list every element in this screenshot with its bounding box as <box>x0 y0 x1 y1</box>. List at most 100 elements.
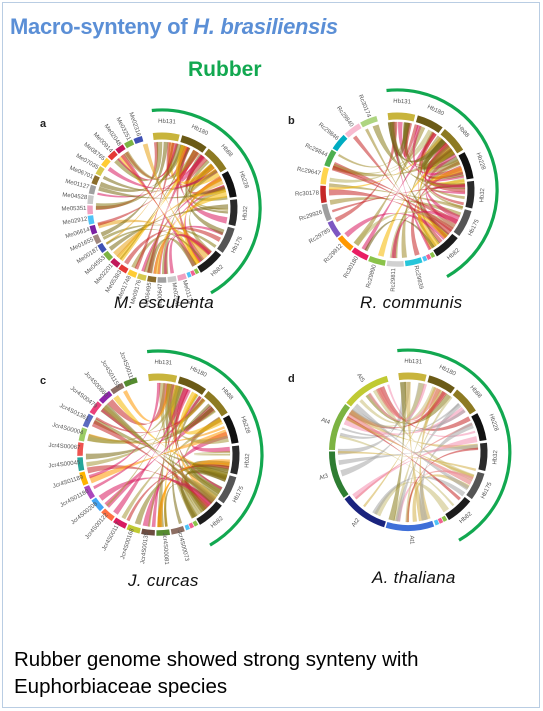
synteny-ribbon <box>419 388 442 520</box>
species-chromosome-segment <box>147 275 157 283</box>
species-chromosome-label: Me06495 <box>144 281 154 307</box>
synteny-ribbon <box>147 238 197 274</box>
hb-chromosome-segment <box>453 209 472 236</box>
species-chromosome-label: Jcr4S00208 <box>70 501 99 526</box>
synteny-ribbon <box>179 149 206 182</box>
species-chromosome-label: Jcr4S00168 <box>120 527 136 560</box>
synteny-ribbons <box>95 141 229 275</box>
species-chromosome-segment <box>123 377 138 388</box>
species-chromosome-segment <box>89 401 102 416</box>
species-chromosome-segment <box>91 175 100 186</box>
species-chromosome-segment <box>124 139 135 149</box>
synteny-ribbon <box>353 211 456 247</box>
synteny-ribbon <box>423 145 453 170</box>
species-chromosome-segment <box>91 497 105 512</box>
panel-b-letter: b <box>288 115 295 127</box>
species-chromosome-label: Rc29890 <box>366 263 378 288</box>
synteny-ribbon <box>340 382 425 477</box>
hb-chromosome-label: Hb32 <box>479 187 486 202</box>
species-chromosome-segment <box>88 184 97 195</box>
hb-chromosome-label: Hb175 <box>480 481 493 500</box>
hb-chromosome-label: Hb228 <box>239 416 251 435</box>
hb-chromosome-segment <box>217 226 235 253</box>
species-chromosome-segment <box>87 194 94 205</box>
species-chromosome-segment <box>425 253 432 260</box>
hb-chromosome-label: Hb175 <box>231 235 244 254</box>
species-chromosome-segment <box>97 242 107 253</box>
species-chromosome-segment <box>320 166 330 185</box>
hb-chromosome-segment <box>445 496 471 521</box>
panel-a-letter: a <box>40 118 47 130</box>
synteny-ribbon <box>353 403 470 491</box>
species-chromosome-segment <box>92 234 102 245</box>
synteny-ribbon <box>123 227 222 265</box>
synteny-ribbon <box>407 125 422 159</box>
hb-chromosome-segment <box>458 152 474 180</box>
synteny-ribbon <box>108 204 229 251</box>
species-chromosome-label: Jcr4S01155 <box>99 359 121 390</box>
hb-chromosome-segment <box>222 415 239 444</box>
species-chromosome-segment <box>141 528 155 536</box>
synteny-ribbon <box>143 169 218 273</box>
synteny-ribbon <box>332 161 459 226</box>
species-chromosome-segment <box>190 270 196 277</box>
species-chromosome-segment <box>156 529 171 536</box>
species-chromosome-segment <box>79 471 89 486</box>
hb-chromosome-label: Hb82 <box>210 264 225 278</box>
synteny-ribbon <box>395 402 462 522</box>
hb-chromosome-label: Hb32 <box>244 453 251 468</box>
hb-chromosome-segment <box>465 180 475 209</box>
species-chromosome-segment <box>110 257 121 268</box>
species-chromosome-segment <box>368 256 386 266</box>
rubber-label: Rubber <box>188 58 262 81</box>
hb-chromosome-label: Hb180 <box>438 364 457 377</box>
synteny-ribbon <box>179 391 224 435</box>
species-chromosome-label: At1 <box>408 535 414 545</box>
species-chromosome-label: Jcr4S01361 <box>58 403 90 423</box>
species-chromosome-segment <box>95 165 105 177</box>
species-chromosome-segment <box>386 260 404 267</box>
species-chromosome-segment <box>89 224 98 235</box>
species-chromosome-label: At5 <box>355 373 365 384</box>
species-chromosome-segment <box>87 215 95 225</box>
synteny-ribbon <box>419 422 474 521</box>
species-chromosome-segment <box>136 273 147 281</box>
circos-plot-r-communis: Hb131 Hb180 Hb88 Hb228 Hb32 Hb175 Hb82 Rc29839 R… <box>295 88 499 292</box>
hb-chromosome-segment <box>427 375 455 394</box>
hb-chromosome-label: Hb180 <box>189 366 208 379</box>
species-chromosome-segment <box>344 123 362 138</box>
species-chromosome-segment <box>192 520 199 527</box>
species-chromosome-label: Rc30174 <box>357 94 372 119</box>
species-chromosome-label: Jcr4S01180 <box>60 488 91 509</box>
hb-chromosome-segment <box>228 199 238 227</box>
hb-chromosome-segment <box>466 471 485 500</box>
synteny-ribbons <box>337 381 479 523</box>
hb-chromosome-segment <box>387 112 416 122</box>
species-chromosome-segment <box>385 520 435 531</box>
synteny-ribbon <box>405 395 453 523</box>
species-chromosome-segment <box>177 273 187 281</box>
species-chromosome-segment <box>429 251 436 259</box>
species-chromosome-label: Rc29647 <box>296 167 321 178</box>
hb-chromosome-segment <box>196 501 222 525</box>
species-chromosome-segment <box>186 271 192 278</box>
synteny-ribbon <box>351 407 466 432</box>
synteny-ribbons <box>328 121 466 259</box>
hb-chromosome-label: Hb228 <box>487 413 499 432</box>
synteny-ribbon <box>120 153 197 267</box>
species-chromosome-segment <box>78 427 88 442</box>
hb-chromosome-label: Hb88 <box>468 385 482 400</box>
caption-line-2: Euphorbiaceae species <box>14 675 228 698</box>
synteny-ribbon <box>346 412 473 486</box>
species-chromosome-segment <box>98 390 113 404</box>
circos-plot-m-esculenta: Hb131Hb180Hb88Hb228Hb32Hb175Hb82Me01175M… <box>61 108 262 309</box>
species-chromosome-segment <box>327 220 342 238</box>
synteny-ribbon <box>164 234 211 275</box>
species-chromosome-segment <box>437 517 444 524</box>
species-chromosome-segment <box>77 457 85 472</box>
hb-chromosome-segment <box>177 376 207 395</box>
hb-chromosome-segment <box>148 373 178 383</box>
species-chromosome-label: Rc29844 <box>304 143 329 159</box>
species-chromosome-label: Jcr4S00122 <box>84 512 110 541</box>
hb-chromosome-segment <box>478 442 488 472</box>
